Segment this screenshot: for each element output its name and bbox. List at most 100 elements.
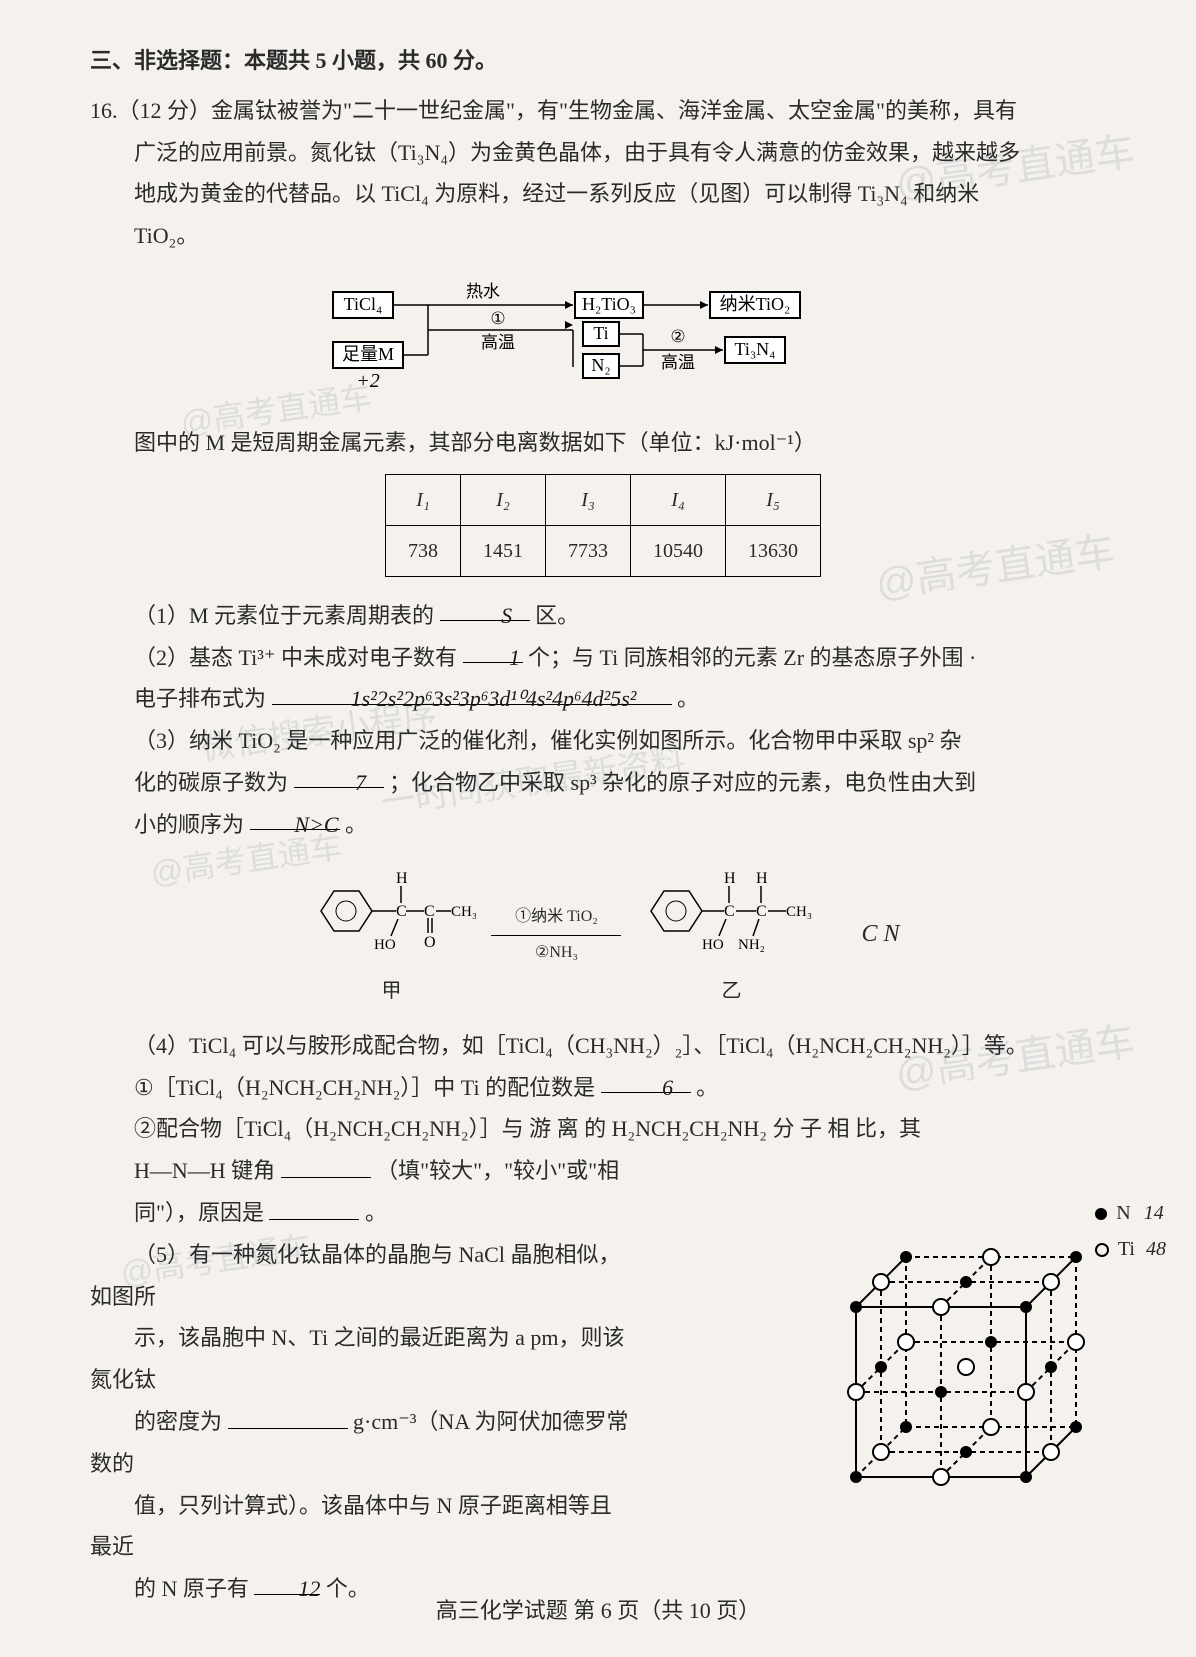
sub-q3c: 小的顺序为 N>C 。 — [90, 804, 1116, 846]
svg-text:H: H — [396, 870, 408, 887]
svg-text:高温: 高温 — [481, 333, 515, 352]
text: 小的顺序为 — [134, 812, 244, 837]
text: 。 — [365, 1200, 387, 1225]
svg-text:HO: HO — [374, 937, 396, 953]
blank-answer: S — [440, 595, 530, 621]
text: 金属钛被誉为"二十一世纪金属"，有"生物金属、海洋金属、太空金属"的美称，具有 — [211, 98, 1017, 123]
td: 7733 — [546, 525, 631, 576]
blank-answer: 7 — [294, 762, 384, 788]
reaction-arrow: ①纳米 TiO₂ ②NH₃ — [491, 902, 621, 968]
svg-text:C: C — [424, 903, 435, 920]
sub-q5b: 示，该晶胞中 N、Ti 之间的最近距离为 a pm，则该氮化钛 — [90, 1317, 630, 1401]
text: 电子排布式为 — [134, 686, 266, 711]
handwrite: 48 — [1146, 1238, 1166, 1260]
sub-q3: （3）纳米 TiO₂ 是一种应用广泛的催化剂，催化实例如图所示。化合物甲中采取 … — [90, 720, 1116, 762]
handwrite: C N — [861, 912, 899, 958]
text: 个；与 Ti 同族相邻的元素 Zr 的基态原子外围 · — [528, 645, 976, 670]
blank-answer: 6 — [601, 1067, 691, 1093]
td: 13630 — [726, 525, 821, 576]
th: I₁ — [416, 489, 430, 511]
text: （填"较大"，"较小"或"相 — [376, 1158, 619, 1183]
text: ；化合物乙中采取 sp³ 杂化的原子对应的元素，电负性由大到 — [389, 770, 976, 795]
sub-q4-1: ①［TiCl₄（H₂NCH₂CH₂NH₂）］中 Ti 的配位数是 6 。 — [90, 1067, 1116, 1109]
arrow-cond-bot: ②NH₃ — [491, 938, 621, 968]
svg-text:C: C — [724, 903, 735, 920]
td: 10540 — [631, 525, 726, 576]
text: （2）基态 Ti³⁺ 中未成对电子数有 — [134, 645, 457, 670]
sub-q4-2: ②配合物［TiCl₄（H₂NCH₂CH₂NH₂）］与 游 离 的 H₂NCH₂C… — [90, 1108, 1116, 1150]
blank-answer: 1s²2s²2p⁶3s²3p⁶3d¹⁰4s²4p⁶4d²5s² — [272, 678, 672, 704]
mol-label-b: 乙 — [636, 972, 826, 1010]
blank-answer: N>C — [250, 804, 340, 830]
svg-text:+2: +2 — [356, 370, 380, 392]
th: I₄ — [671, 489, 685, 511]
text: 的密度为 — [134, 1409, 222, 1434]
ionization-table: I₁ I₂ I₃ I₄ I₅ 738 1451 7733 10540 13630 — [90, 474, 1116, 577]
text: TiO₂。 — [90, 215, 1116, 257]
q-points: （12 分） — [118, 98, 212, 123]
text: 化的碳原子数为 — [134, 770, 288, 795]
text: 的 N 原子有 — [134, 1576, 249, 1601]
sub-q5c: 的密度为 g·cm⁻³（NA 为阿伏加德罗常数的 — [90, 1401, 630, 1485]
svg-text:热水: 热水 — [466, 282, 500, 301]
blank-answer — [269, 1194, 359, 1220]
mol-label-a: 甲 — [306, 972, 476, 1010]
text: H—N—H 键角 — [134, 1158, 275, 1183]
th: I₂ — [496, 489, 510, 511]
sub-q5e: 的 N 原子有 12 个。 — [90, 1568, 630, 1610]
handwrite: 14 — [1144, 1202, 1164, 1224]
td: 1451 — [461, 525, 546, 576]
svg-text:H: H — [756, 870, 768, 887]
text: 区。 — [535, 603, 579, 628]
flow-diagram: TiCl₄ 足量M +2 热水 ① 高温 H₂TiO₃ Ti N₂ 纳米TiO₂… — [90, 272, 1116, 402]
q-number: 16. — [90, 98, 118, 123]
text: 图中的 M 是短周期金属元素，其部分电离数据如下（单位：kJ·mol⁻¹） — [90, 422, 1116, 464]
legend-ti: Ti — [1118, 1238, 1135, 1260]
blank-answer — [281, 1152, 371, 1178]
th: I₃ — [581, 489, 595, 511]
arrow-cond-top: ①纳米 TiO₂ — [491, 902, 621, 932]
svg-text:CH₃: CH₃ — [786, 904, 812, 920]
sub-q4-2b: H—N—H 键角 （填"较大"，"较小"或"相 — [90, 1150, 1116, 1192]
text: 。 — [696, 1075, 718, 1100]
q16-intro: 16.（12 分）金属钛被誉为"二十一世纪金属"，有"生物金属、海洋金属、太空金… — [90, 90, 1116, 132]
sub-q5: （5）有一种氮化钛晶体的晶胞与 NaCl 晶胞相似，如图所 — [90, 1234, 630, 1318]
svg-text:N₂: N₂ — [591, 355, 610, 375]
legend-n: N — [1116, 1202, 1130, 1224]
svg-text:H₂TiO₃: H₂TiO₃ — [582, 294, 636, 314]
svg-text:C: C — [756, 903, 767, 920]
svg-text:H: H — [724, 870, 736, 887]
molecule-a: C H HO C O CH₃ 甲 — [306, 861, 476, 1010]
text: 个。 — [326, 1576, 370, 1601]
svg-text:NH₂: NH₂ — [738, 937, 765, 953]
blank-answer: 12 — [254, 1568, 320, 1594]
text: 广泛的应用前景。氮化钛（Ti₃N₄）为金黄色晶体，由于具有令人满意的仿金效果，越… — [90, 132, 1116, 174]
svg-text:C: C — [396, 903, 407, 920]
text: 同"），原因是 — [134, 1200, 264, 1225]
th: I₅ — [766, 489, 780, 511]
sub-q2b: 电子排布式为 1s²2s²2p⁶3s²3p⁶3d¹⁰4s²4p⁶4d²5s² 。 — [90, 678, 1116, 720]
text: 。 — [345, 812, 367, 837]
text: 。 — [677, 686, 699, 711]
sub-q2: （2）基态 Ti³⁺ 中未成对电子数有 1 个；与 Ti 同族相邻的元素 Zr … — [90, 637, 1116, 679]
svg-text:高温: 高温 — [661, 353, 695, 372]
svg-text:HO: HO — [702, 937, 724, 953]
td: 738 — [386, 525, 461, 576]
svg-text:②: ② — [670, 327, 685, 346]
text: ①［TiCl₄（H₂NCH₂CH₂NH₂）］中 Ti 的配位数是 — [134, 1075, 595, 1100]
sub-q4-2c: 同"），原因是 。 — [90, 1192, 1116, 1234]
text: 地成为黄金的代替品。以 TiCl₄ 为原料，经过一系列反应（见图）可以制得 Ti… — [90, 173, 1116, 215]
svg-text:足量M: 足量M — [342, 344, 394, 364]
blank-answer: 1 — [463, 637, 523, 663]
sub-q5d: 值，只列计算式）。该晶体中与 N 原子距离相等且最近 — [90, 1485, 630, 1569]
sub-q1: （1）M 元素位于元素周期表的 S 区。 — [90, 595, 1116, 637]
sub-q3b: 化的碳原子数为 7 ；化合物乙中采取 sp³ 杂化的原子对应的元素，电负性由大到 — [90, 762, 1116, 804]
text: （1）M 元素位于元素周期表的 — [134, 603, 434, 628]
svg-text:CH₃: CH₃ — [451, 904, 476, 920]
blank-answer — [228, 1403, 348, 1429]
svg-text:O: O — [424, 934, 436, 951]
section-title: 三、非选择题：本题共 5 小题，共 60 分。 — [90, 40, 1116, 82]
svg-text:纳米TiO₂: 纳米TiO₂ — [720, 294, 791, 314]
svg-text:①: ① — [490, 309, 505, 328]
svg-text:Ti₃N₄: Ti₃N₄ — [735, 339, 776, 359]
